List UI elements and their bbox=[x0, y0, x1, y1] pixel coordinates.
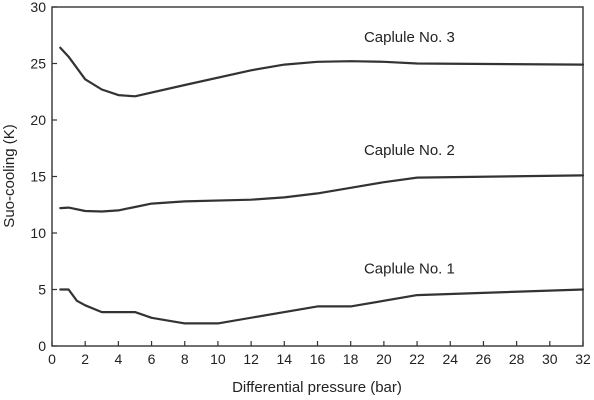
x-tick-label: 20 bbox=[376, 351, 392, 367]
y-tick-label: 30 bbox=[30, 0, 46, 15]
annotation-group: Caplule No. 3 Caplule No. 2 Caplule No. 1 bbox=[364, 29, 455, 278]
y-tick-label: 0 bbox=[38, 338, 46, 354]
x-tick-label: 14 bbox=[277, 351, 293, 367]
y-tick-label: 5 bbox=[38, 282, 46, 298]
x-tick-label: 30 bbox=[542, 351, 558, 367]
series-label: Caplule No. 2 bbox=[364, 142, 455, 159]
x-tick-label: 24 bbox=[442, 351, 458, 367]
series-label: Caplule No. 3 bbox=[364, 29, 455, 46]
y-tick-label: 15 bbox=[30, 169, 46, 185]
x-tick-label: 32 bbox=[575, 351, 591, 367]
series-line bbox=[59, 46, 585, 98]
x-tick-label: 4 bbox=[114, 351, 122, 367]
y-axis: 0 5 10 15 20 25 30 bbox=[30, 0, 57, 354]
x-tick-label: 28 bbox=[509, 351, 525, 367]
x-tick-label: 10 bbox=[210, 351, 226, 367]
y-tick-label: 10 bbox=[30, 225, 46, 241]
x-tick-label: 0 bbox=[48, 351, 56, 367]
x-tick-label: 18 bbox=[343, 351, 359, 367]
x-tick-label: 16 bbox=[310, 351, 326, 367]
x-axis: 0 2 4 6 8 10 12 14 16 18 20 22 24 26 28 30 32 bbox=[48, 341, 591, 367]
x-tick-label: 6 bbox=[148, 351, 156, 367]
x-tick-label: 8 bbox=[181, 351, 189, 367]
series-group bbox=[59, 46, 585, 325]
y-tick-label: 20 bbox=[30, 112, 46, 128]
x-tick-label: 2 bbox=[81, 351, 89, 367]
y-tick-label: 25 bbox=[30, 56, 46, 72]
x-tick-label: 12 bbox=[243, 351, 259, 367]
series-line bbox=[59, 288, 585, 325]
x-axis-label: Differential pressure (bar) bbox=[232, 379, 402, 396]
series-label: Caplule No. 1 bbox=[364, 261, 455, 278]
series-line bbox=[59, 174, 585, 213]
y-axis-label: Suo-cooling (K) bbox=[1, 124, 18, 227]
x-tick-label: 22 bbox=[409, 351, 425, 367]
x-tick-label: 26 bbox=[476, 351, 492, 367]
